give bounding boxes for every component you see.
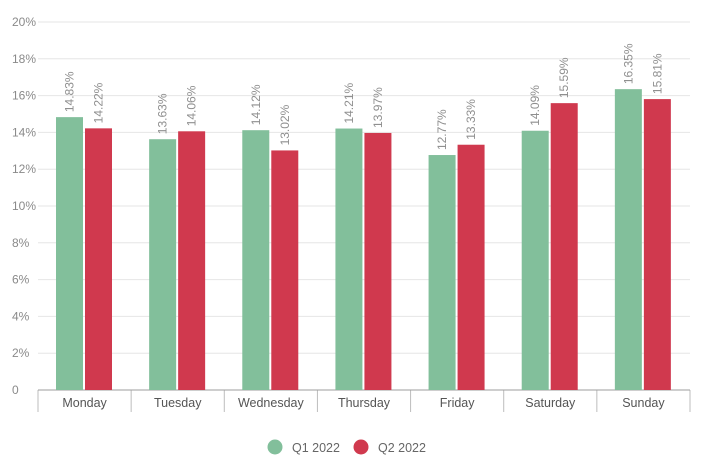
bar-q1-2022	[149, 139, 177, 390]
x-tick-label: Wednesday	[238, 396, 305, 410]
y-tick-label: 4%	[12, 309, 30, 323]
y-tick-label: 12%	[12, 162, 36, 176]
bar-q1-2022	[242, 130, 270, 390]
x-tick-label: Saturday	[525, 396, 576, 410]
bar-q1-2022	[56, 117, 83, 391]
y-tick-label: 0	[12, 383, 19, 397]
y-tick-label: 20%	[12, 15, 36, 29]
legend-label: Q1 2022	[292, 441, 340, 455]
y-tick-label: 2%	[12, 346, 30, 360]
data-label: 13.33%	[464, 99, 478, 140]
bar-q2-2022	[85, 128, 112, 391]
bar-q1-2022	[428, 155, 456, 390]
data-label: 14.21%	[342, 83, 356, 124]
x-tick-label: Thursday	[338, 396, 391, 410]
bar-q2-2022	[643, 99, 671, 390]
bar-q2-2022	[457, 144, 485, 390]
data-label: 13.97%	[371, 87, 385, 128]
y-tick-label: 16%	[12, 89, 36, 103]
x-tick-label: Monday	[62, 396, 107, 410]
x-tick-label: Tuesday	[154, 396, 202, 410]
bar-q1-2022	[521, 130, 549, 390]
x-tick-label: Friday	[440, 396, 475, 410]
data-label: 15.81%	[650, 53, 664, 94]
y-tick-label: 10%	[12, 199, 36, 213]
data-label: 16.35%	[621, 43, 635, 84]
data-label: 14.83%	[63, 71, 77, 112]
bar-q1-2022	[335, 128, 363, 390]
bar-q1-2022	[614, 89, 642, 390]
data-label: 15.59%	[557, 57, 571, 98]
data-label: 13.63%	[156, 93, 170, 134]
y-tick-label: 6%	[12, 273, 30, 287]
bar-q2-2022	[550, 103, 578, 391]
y-tick-label: 14%	[12, 125, 36, 139]
data-label: 14.06%	[185, 85, 199, 126]
bar-q2-2022	[178, 131, 206, 390]
data-label: 13.02%	[278, 104, 292, 145]
legend-marker	[353, 439, 369, 455]
legend-marker	[267, 439, 283, 455]
data-label: 12.77%	[435, 109, 449, 150]
bar-q2-2022	[271, 150, 299, 390]
data-label: 14.12%	[249, 84, 263, 125]
y-tick-label: 18%	[12, 52, 36, 66]
y-tick-label: 8%	[12, 236, 30, 250]
data-label: 14.09%	[528, 85, 542, 126]
x-tick-label: Sunday	[622, 396, 665, 410]
legend-label: Q2 2022	[378, 441, 426, 455]
bar-q2-2022	[364, 132, 392, 390]
data-label: 14.22%	[92, 82, 106, 123]
